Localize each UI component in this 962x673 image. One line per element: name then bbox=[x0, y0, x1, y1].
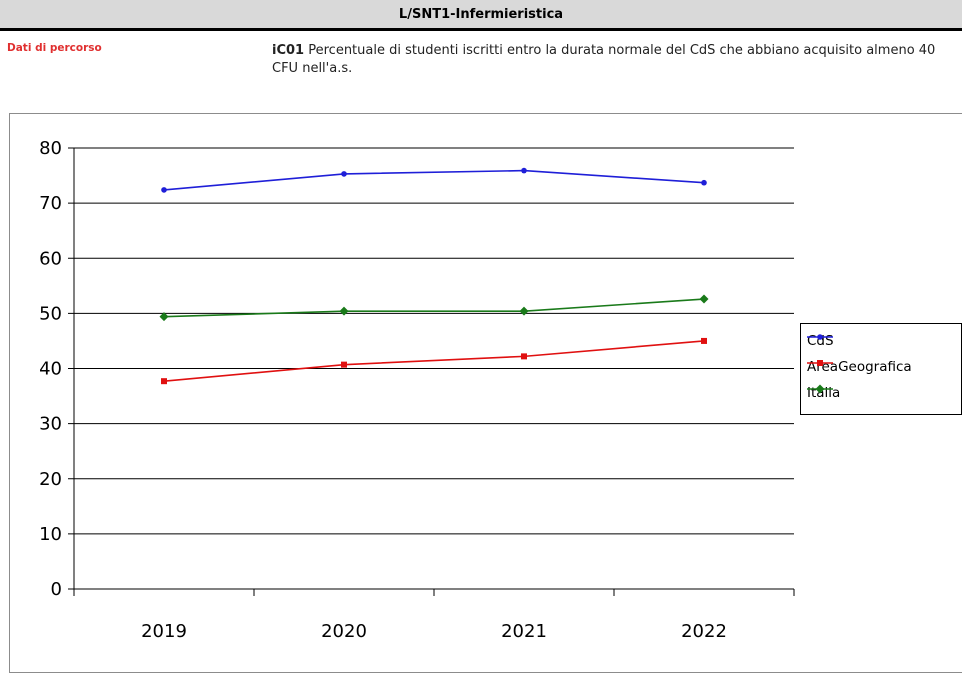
data-point bbox=[161, 378, 167, 385]
data-point bbox=[339, 306, 349, 316]
legend-item: AreaGeografica bbox=[807, 356, 912, 378]
data-point bbox=[699, 294, 709, 304]
data-point bbox=[521, 353, 527, 360]
data-point bbox=[701, 337, 707, 344]
indicator-text: iC01 Percentuale di studenti iscritti en… bbox=[272, 42, 957, 78]
chart-legend: CdS AreaGeografica Italia bbox=[800, 323, 962, 415]
data-point bbox=[701, 179, 707, 186]
page-title: L/SNT1-Infermieristica bbox=[0, 0, 962, 31]
y-tick-label: 40 bbox=[39, 359, 62, 380]
x-tick-label: 2021 bbox=[501, 621, 547, 642]
y-tick-label: 20 bbox=[39, 469, 62, 490]
y-tick-label: 10 bbox=[39, 524, 62, 545]
indicator-code: iC01 bbox=[272, 43, 305, 58]
data-point bbox=[341, 361, 347, 368]
data-point bbox=[519, 306, 529, 316]
x-tick-label: 2022 bbox=[681, 621, 727, 642]
x-tick-label: 2019 bbox=[141, 621, 187, 642]
data-point bbox=[159, 312, 169, 322]
x-tick-label: 2020 bbox=[321, 621, 367, 642]
series-line bbox=[163, 340, 705, 382]
y-tick-label: 80 bbox=[39, 138, 62, 159]
legend-swatch bbox=[807, 384, 833, 394]
data-point bbox=[521, 167, 527, 174]
data-point bbox=[341, 171, 347, 177]
y-tick-label: 70 bbox=[39, 193, 62, 214]
y-tick-label: 30 bbox=[39, 414, 62, 435]
legend-item: CdS bbox=[807, 330, 834, 352]
series-line bbox=[163, 169, 705, 191]
legend-swatch bbox=[807, 360, 833, 366]
data-point bbox=[161, 187, 167, 193]
series-line bbox=[163, 298, 705, 318]
legend-label: AreaGeografica bbox=[807, 359, 912, 375]
section-label: Dati di percorso bbox=[7, 42, 102, 54]
legend-item: Italia bbox=[807, 382, 840, 404]
indicator-description: Percentuale di studenti iscritti entro l… bbox=[272, 43, 936, 76]
y-tick-label: 60 bbox=[39, 248, 62, 269]
y-tick-label: 0 bbox=[51, 579, 62, 600]
y-tick-label: 50 bbox=[39, 303, 62, 324]
legend-swatch bbox=[807, 334, 833, 340]
